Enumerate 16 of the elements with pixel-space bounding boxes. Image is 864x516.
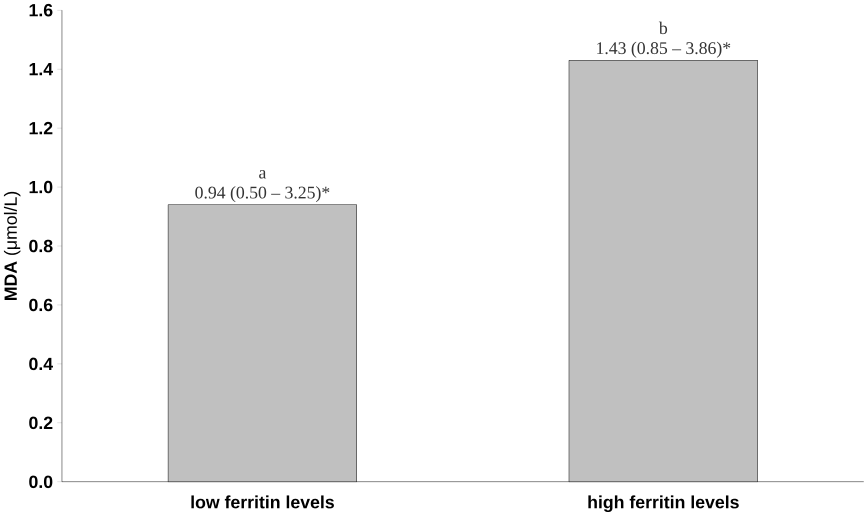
x-tick-label: low ferritin levels bbox=[191, 495, 334, 508]
y-tick-label: 0.4 bbox=[29, 358, 53, 370]
y-tick-label: 1.4 bbox=[30, 63, 53, 76]
annotation: a bbox=[259, 170, 266, 179]
y-tick-label: 0.2 bbox=[29, 416, 52, 430]
y-tick-label: 1.6 bbox=[30, 4, 52, 16]
data-label: 0.94 (0.50 – 3.25)* bbox=[195, 186, 330, 202]
y-tick-label: 1.0 bbox=[30, 180, 52, 194]
data-label: 1.43 (0.85 – 3.86)* bbox=[597, 42, 730, 58]
y-tick-label: 0.6 bbox=[29, 298, 52, 312]
annotation: b bbox=[658, 22, 668, 34]
y-tick-label: 1.2 bbox=[30, 122, 52, 134]
y-axis-title: MDA (μmol/L) bbox=[4, 192, 20, 300]
y-tick-label: 0.0 bbox=[29, 476, 52, 488]
x-tick-label: high ferritin levels bbox=[588, 495, 739, 512]
y-tick-label: 0.8 bbox=[29, 240, 53, 252]
